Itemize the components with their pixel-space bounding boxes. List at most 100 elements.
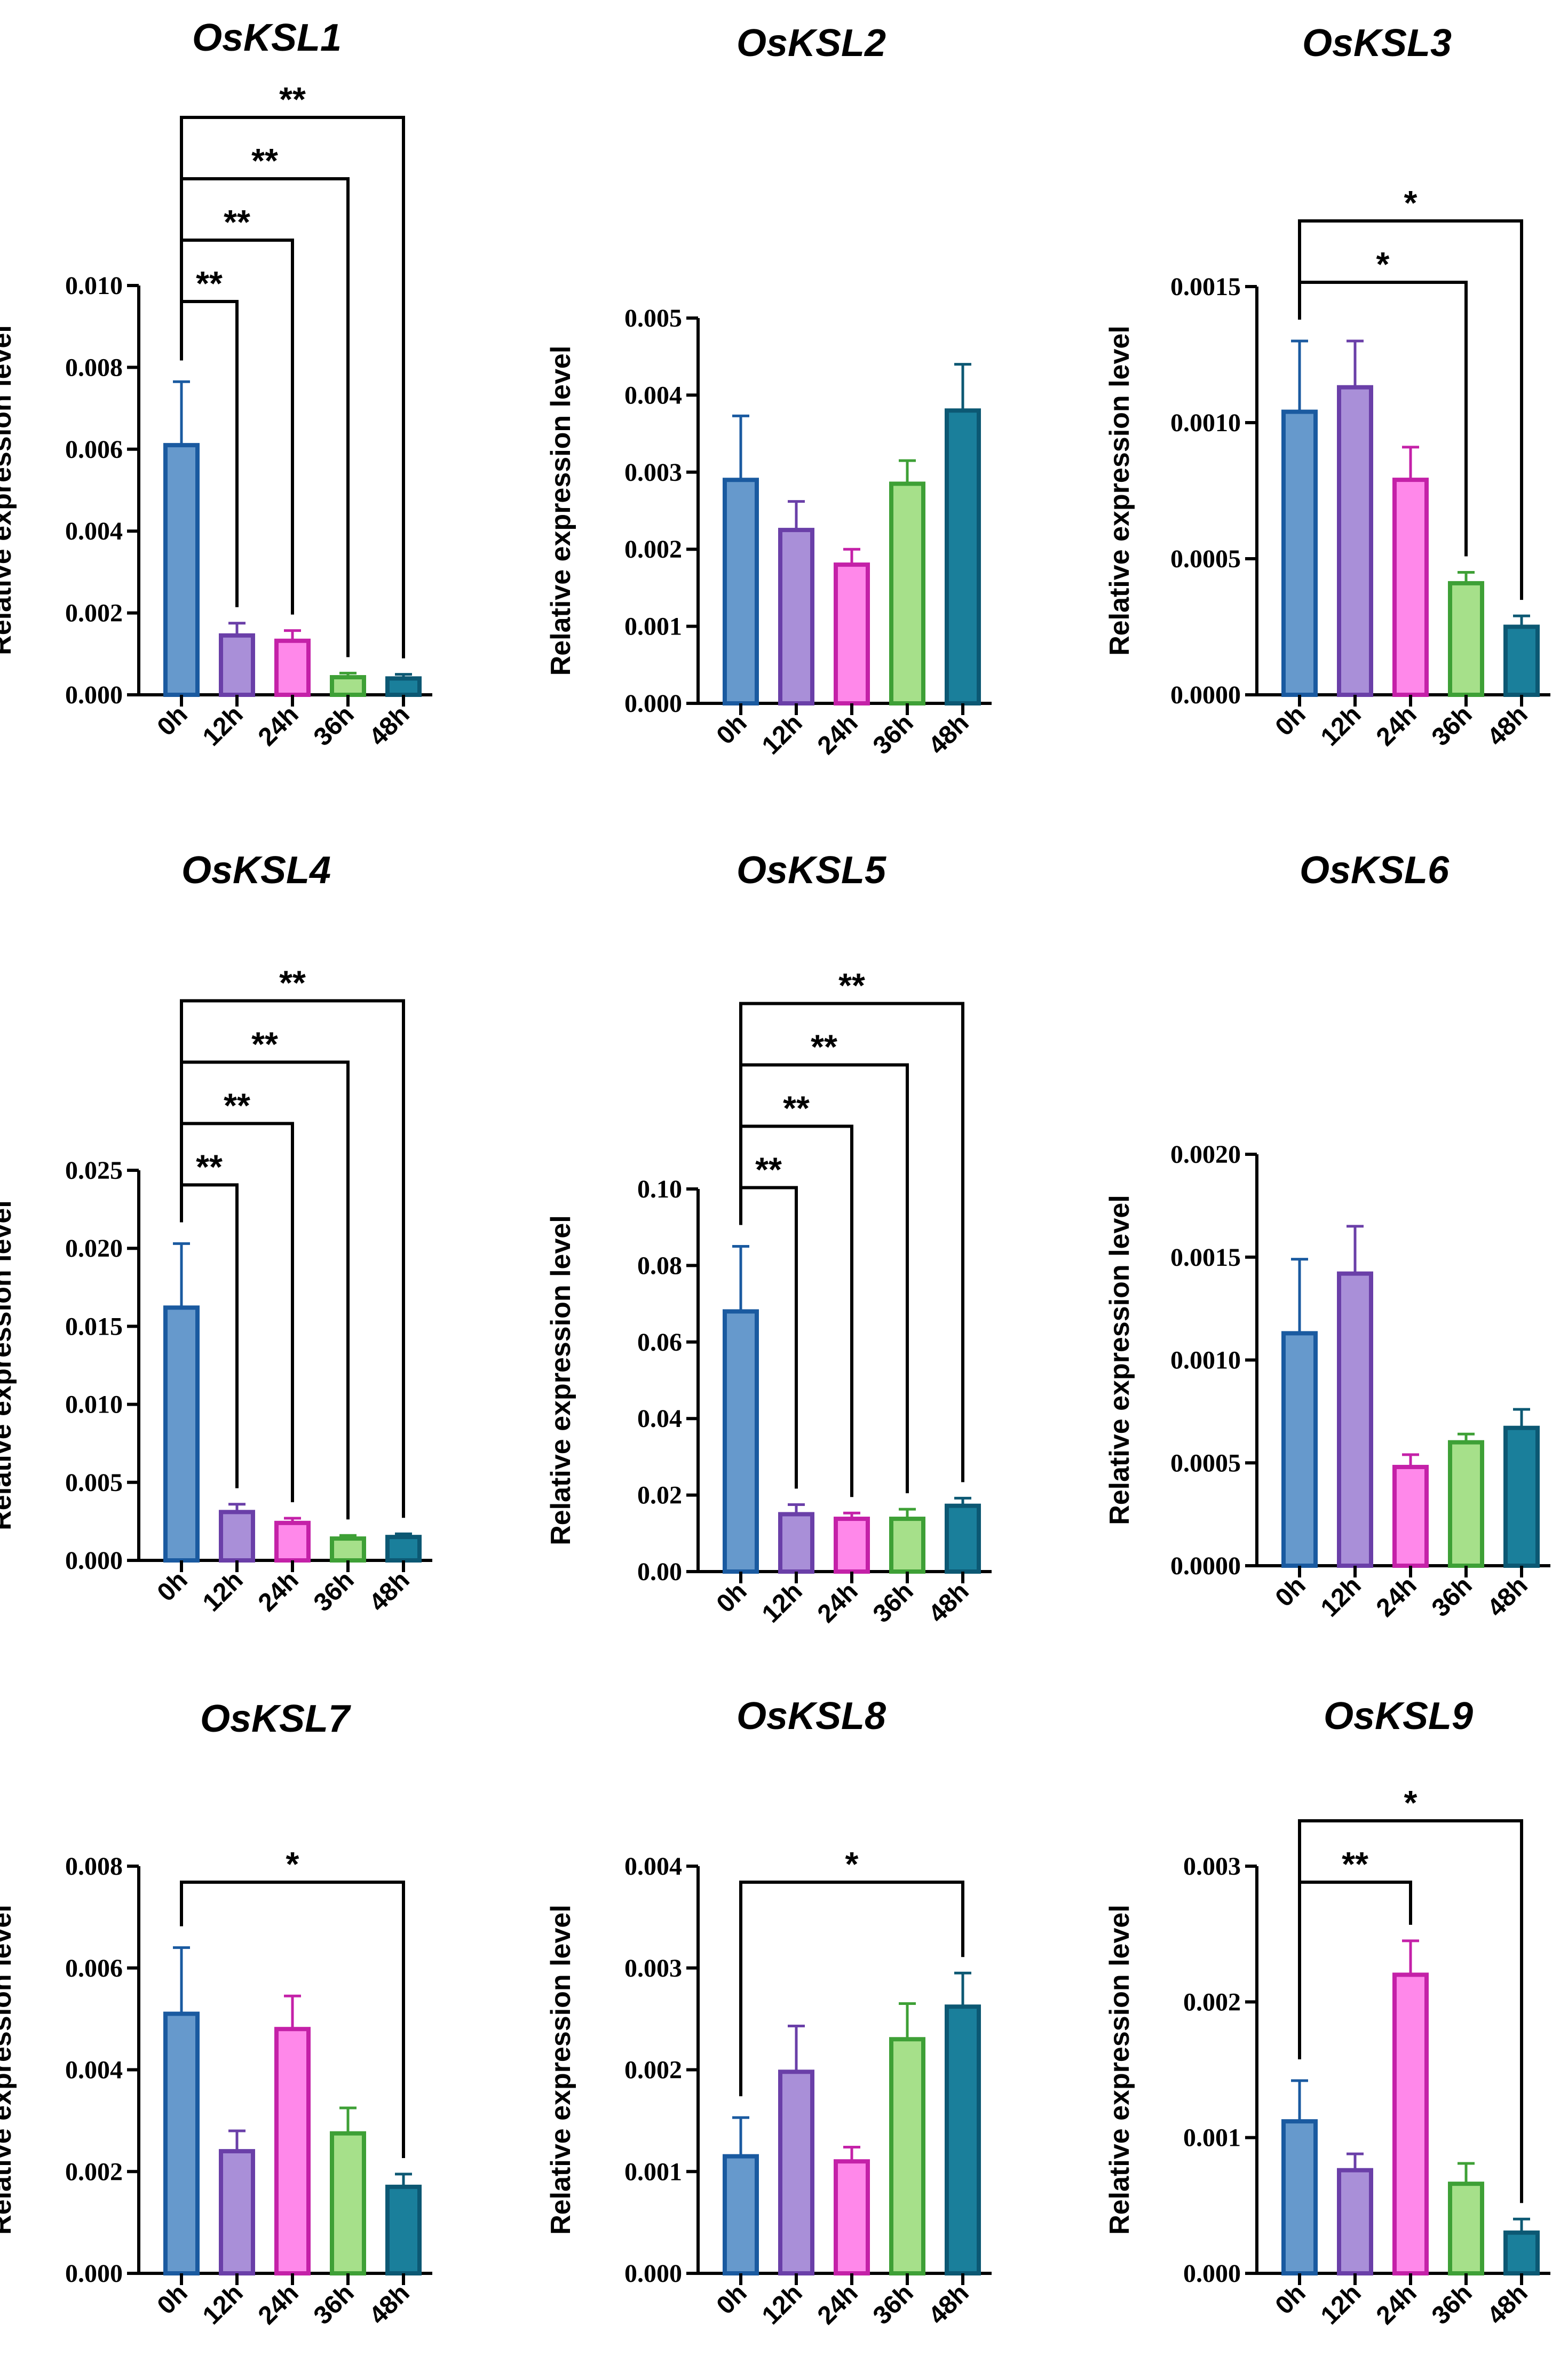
x-tick-label: 0h — [1270, 700, 1311, 741]
x-tick-label: 48h — [923, 2279, 975, 2330]
y-tick-label: 0.06 — [637, 1328, 682, 1357]
y-tick-label: 0.00 — [637, 1558, 682, 1586]
bar-48h — [385, 676, 422, 697]
significance-bracket — [1298, 1819, 1523, 2203]
y-tick-label: 0.002 — [624, 535, 682, 564]
x-tick-label: 0h — [711, 2279, 753, 2320]
y-tick-label: 0.0015 — [1170, 1243, 1241, 1272]
y-tick-label: 0.002 — [65, 599, 123, 628]
chart-OsKSL9: OsKSL9 Relative expression level 0.000 0.00… — [1104, 1695, 1550, 2330]
chart-title: OsKSL9 — [1324, 1695, 1473, 1738]
y-tick-label: 0.000 — [624, 689, 682, 718]
bar-0h — [1281, 1331, 1318, 1568]
bar-24h — [274, 2027, 311, 2275]
x-tick-label: 48h — [364, 1566, 415, 1617]
y-tick-label: 0.002 — [1183, 1988, 1241, 2016]
y-tick-label: 0.006 — [65, 1954, 123, 1983]
x-tick-label: 24h — [1371, 700, 1422, 751]
chart-OsKSL1: OsKSL1 Relative expression level 0.000 0.00… — [0, 17, 432, 751]
y-axis-label: Relative expression level — [545, 346, 576, 676]
x-tick-label: 36h — [1427, 700, 1478, 751]
y-tick-label: 0.004 — [65, 2056, 123, 2084]
y-axis-label: Relative expression level — [1104, 1195, 1135, 1525]
significance-bracket — [180, 177, 350, 657]
significance-label: * — [1376, 245, 1390, 283]
y-axis-label: Relative expression level — [0, 325, 17, 655]
chart-OsKSL4: OsKSL4 Relative expression level 0.000 0.00… — [0, 849, 432, 1617]
y-tick-label: 0.0005 — [1170, 545, 1241, 573]
chart-title: OsKSL8 — [737, 1695, 886, 1738]
x-tick-label: 12h — [197, 700, 249, 751]
bar-36h — [889, 2037, 925, 2275]
chart-OsKSL2: OsKSL2 Relative expression level 0.000 0.00… — [545, 22, 992, 760]
bar-48h — [385, 1535, 422, 1563]
x-tick-label: 36h — [1427, 2279, 1478, 2330]
bar-12h — [1337, 1271, 1373, 1568]
y-tick-label: 0.04 — [637, 1405, 682, 1433]
x-tick-label: 0h — [1270, 1571, 1311, 1612]
y-tick-label: 0.010 — [65, 1391, 123, 1419]
x-tick-label: 12h — [197, 1566, 249, 1617]
significance-bracket — [739, 1881, 964, 2097]
x-tick-label: 12h — [1316, 2279, 1367, 2330]
x-tick-label: 0h — [711, 1577, 753, 1618]
x-tick-label: 12h — [757, 709, 808, 760]
y-tick-label: 0.003 — [624, 458, 682, 487]
bar-48h — [1503, 624, 1540, 697]
significance-bracket — [180, 1060, 350, 1520]
bar-0h — [1281, 409, 1318, 697]
y-axis-label: Relative expression level — [0, 1905, 17, 2235]
x-tick-label: 24h — [1371, 1571, 1422, 1622]
significance-label: * — [286, 1845, 299, 1883]
chart-title: OsKSL3 — [1302, 22, 1452, 65]
y-tick-label: 0.0020 — [1170, 1140, 1241, 1169]
y-tick-label: 0.003 — [624, 1954, 682, 1983]
x-tick-label: 0h — [152, 2279, 193, 2320]
significance-bracket — [739, 1002, 964, 1482]
x-tick-label: 24h — [253, 700, 304, 751]
chart-OsKSL3: OsKSL3 Relative expression level 0.0000 0.0… — [1104, 22, 1550, 751]
y-tick-label: 0.015 — [65, 1312, 123, 1341]
x-tick-label: 24h — [1371, 2279, 1422, 2330]
x-tick-label: 48h — [923, 1577, 975, 1628]
bar-0h — [163, 2011, 200, 2275]
significance-bracket — [1298, 219, 1523, 600]
bar-0h — [723, 2154, 759, 2275]
bar-24h — [274, 638, 311, 697]
bar-24h — [834, 562, 870, 705]
chart-title: OsKSL5 — [737, 849, 886, 892]
x-tick-label: 24h — [812, 2279, 864, 2330]
bar-48h — [945, 408, 981, 705]
bar-12h — [219, 1510, 255, 1563]
bar-0h — [723, 1309, 759, 1574]
bar-0h — [163, 1305, 200, 1563]
y-tick-label: 0.0010 — [1170, 409, 1241, 437]
bar-24h — [834, 2159, 870, 2276]
y-tick-label: 0.0000 — [1170, 1552, 1241, 1580]
bar-48h — [385, 2184, 422, 2275]
x-tick-label: 36h — [868, 2279, 919, 2330]
bar-12h — [778, 2069, 814, 2275]
chart-OsKSL6: OsKSL6 Relative expression level 0.0000 0.0… — [1104, 849, 1550, 1622]
bar-12h — [219, 633, 255, 697]
y-tick-label: 0.005 — [65, 1469, 123, 1497]
significance-label: ** — [251, 141, 278, 180]
chart-title: OsKSL1 — [192, 17, 342, 59]
significance-label: ** — [838, 966, 865, 1005]
bar-0h — [163, 443, 200, 697]
significance-bracket — [739, 1063, 909, 1494]
bar-36h — [889, 1517, 925, 1574]
significance-label: ** — [811, 1028, 837, 1066]
x-tick-label: 12h — [757, 1577, 808, 1628]
bar-12h — [1337, 2168, 1373, 2276]
bar-24h — [274, 1520, 311, 1563]
y-tick-label: 0.000 — [65, 1547, 123, 1575]
y-tick-label: 0.008 — [65, 353, 123, 382]
y-tick-label: 0.10 — [637, 1175, 682, 1203]
bar-12h — [778, 1512, 814, 1574]
significance-bracket — [180, 1881, 405, 2159]
x-tick-label: 48h — [364, 700, 415, 751]
y-axis-label: Relative expression level — [545, 1215, 576, 1545]
y-tick-label: 0.000 — [624, 2259, 682, 2288]
significance-label: ** — [755, 1151, 782, 1189]
